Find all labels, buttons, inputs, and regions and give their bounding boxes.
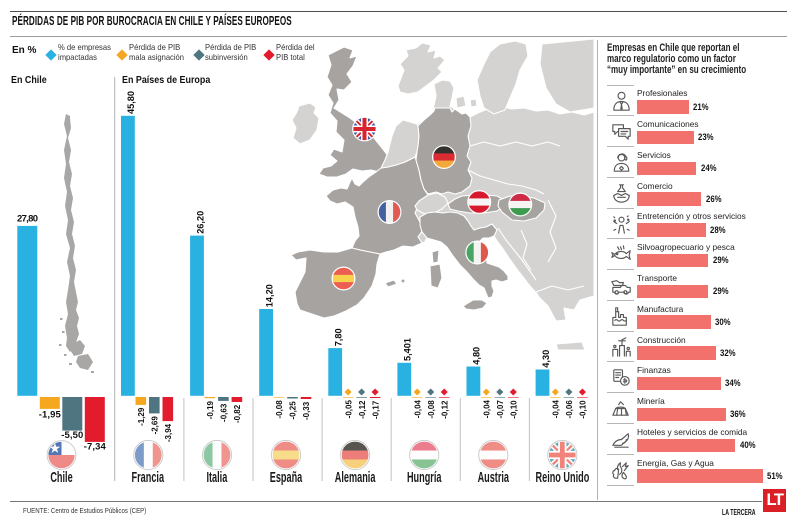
svg-text:14,20: 14,20 xyxy=(264,284,274,307)
svg-text:-0,08: -0,08 xyxy=(427,400,436,419)
svg-text:27,80: 27,80 xyxy=(17,214,38,225)
svg-text:-7,34: -7,34 xyxy=(84,442,107,453)
svg-text:-0,04: -0,04 xyxy=(552,399,561,418)
svg-text:4,80: 4,80 xyxy=(472,347,482,365)
svg-text:Italia: Italia xyxy=(206,469,227,486)
svg-text:España: España xyxy=(270,469,303,486)
svg-text:Francia: Francia xyxy=(132,469,165,486)
svg-text:Austria: Austria xyxy=(478,469,510,486)
svg-text:-0,12: -0,12 xyxy=(358,400,367,419)
svg-text:-0,10: -0,10 xyxy=(579,400,588,419)
svg-text:5,401: 5,401 xyxy=(403,338,413,361)
svg-text:-0,07: -0,07 xyxy=(496,400,505,419)
svg-text:-1,95: -1,95 xyxy=(39,409,62,420)
svg-text:Hungría: Hungría xyxy=(407,469,442,486)
svg-text:-0,10: -0,10 xyxy=(510,400,519,419)
svg-text:-0,04: -0,04 xyxy=(483,399,492,418)
svg-text:-1,29: -1,29 xyxy=(137,407,146,426)
svg-text:45,80: 45,80 xyxy=(126,91,136,114)
svg-text:-5,50: -5,50 xyxy=(61,430,83,441)
svg-text:-3,94: -3,94 xyxy=(164,423,173,442)
svg-text:-0,17: -0,17 xyxy=(371,400,380,419)
svg-text:7,80: 7,80 xyxy=(334,328,344,346)
svg-text:-0,08: -0,08 xyxy=(275,400,284,419)
svg-text:Reino Unido: Reino Unido xyxy=(536,469,590,486)
svg-text:-0,25: -0,25 xyxy=(289,401,298,420)
svg-text:-0,06: -0,06 xyxy=(565,400,574,419)
svg-text:-0,05: -0,05 xyxy=(344,400,353,419)
svg-text:-0,33: -0,33 xyxy=(302,401,311,420)
svg-text:Chile: Chile xyxy=(50,469,73,486)
svg-text:-0,12: -0,12 xyxy=(440,400,449,419)
svg-text:Alemania: Alemania xyxy=(335,469,376,486)
svg-text:4,30: 4,30 xyxy=(541,350,551,368)
svg-text:-0,63: -0,63 xyxy=(220,403,229,422)
svg-text:26,20: 26,20 xyxy=(195,211,205,234)
svg-text:-2,69: -2,69 xyxy=(151,416,160,435)
svg-text:-0,19: -0,19 xyxy=(206,400,215,419)
svg-text:-0,04: -0,04 xyxy=(413,399,422,418)
svg-text:-0,82: -0,82 xyxy=(233,404,242,423)
